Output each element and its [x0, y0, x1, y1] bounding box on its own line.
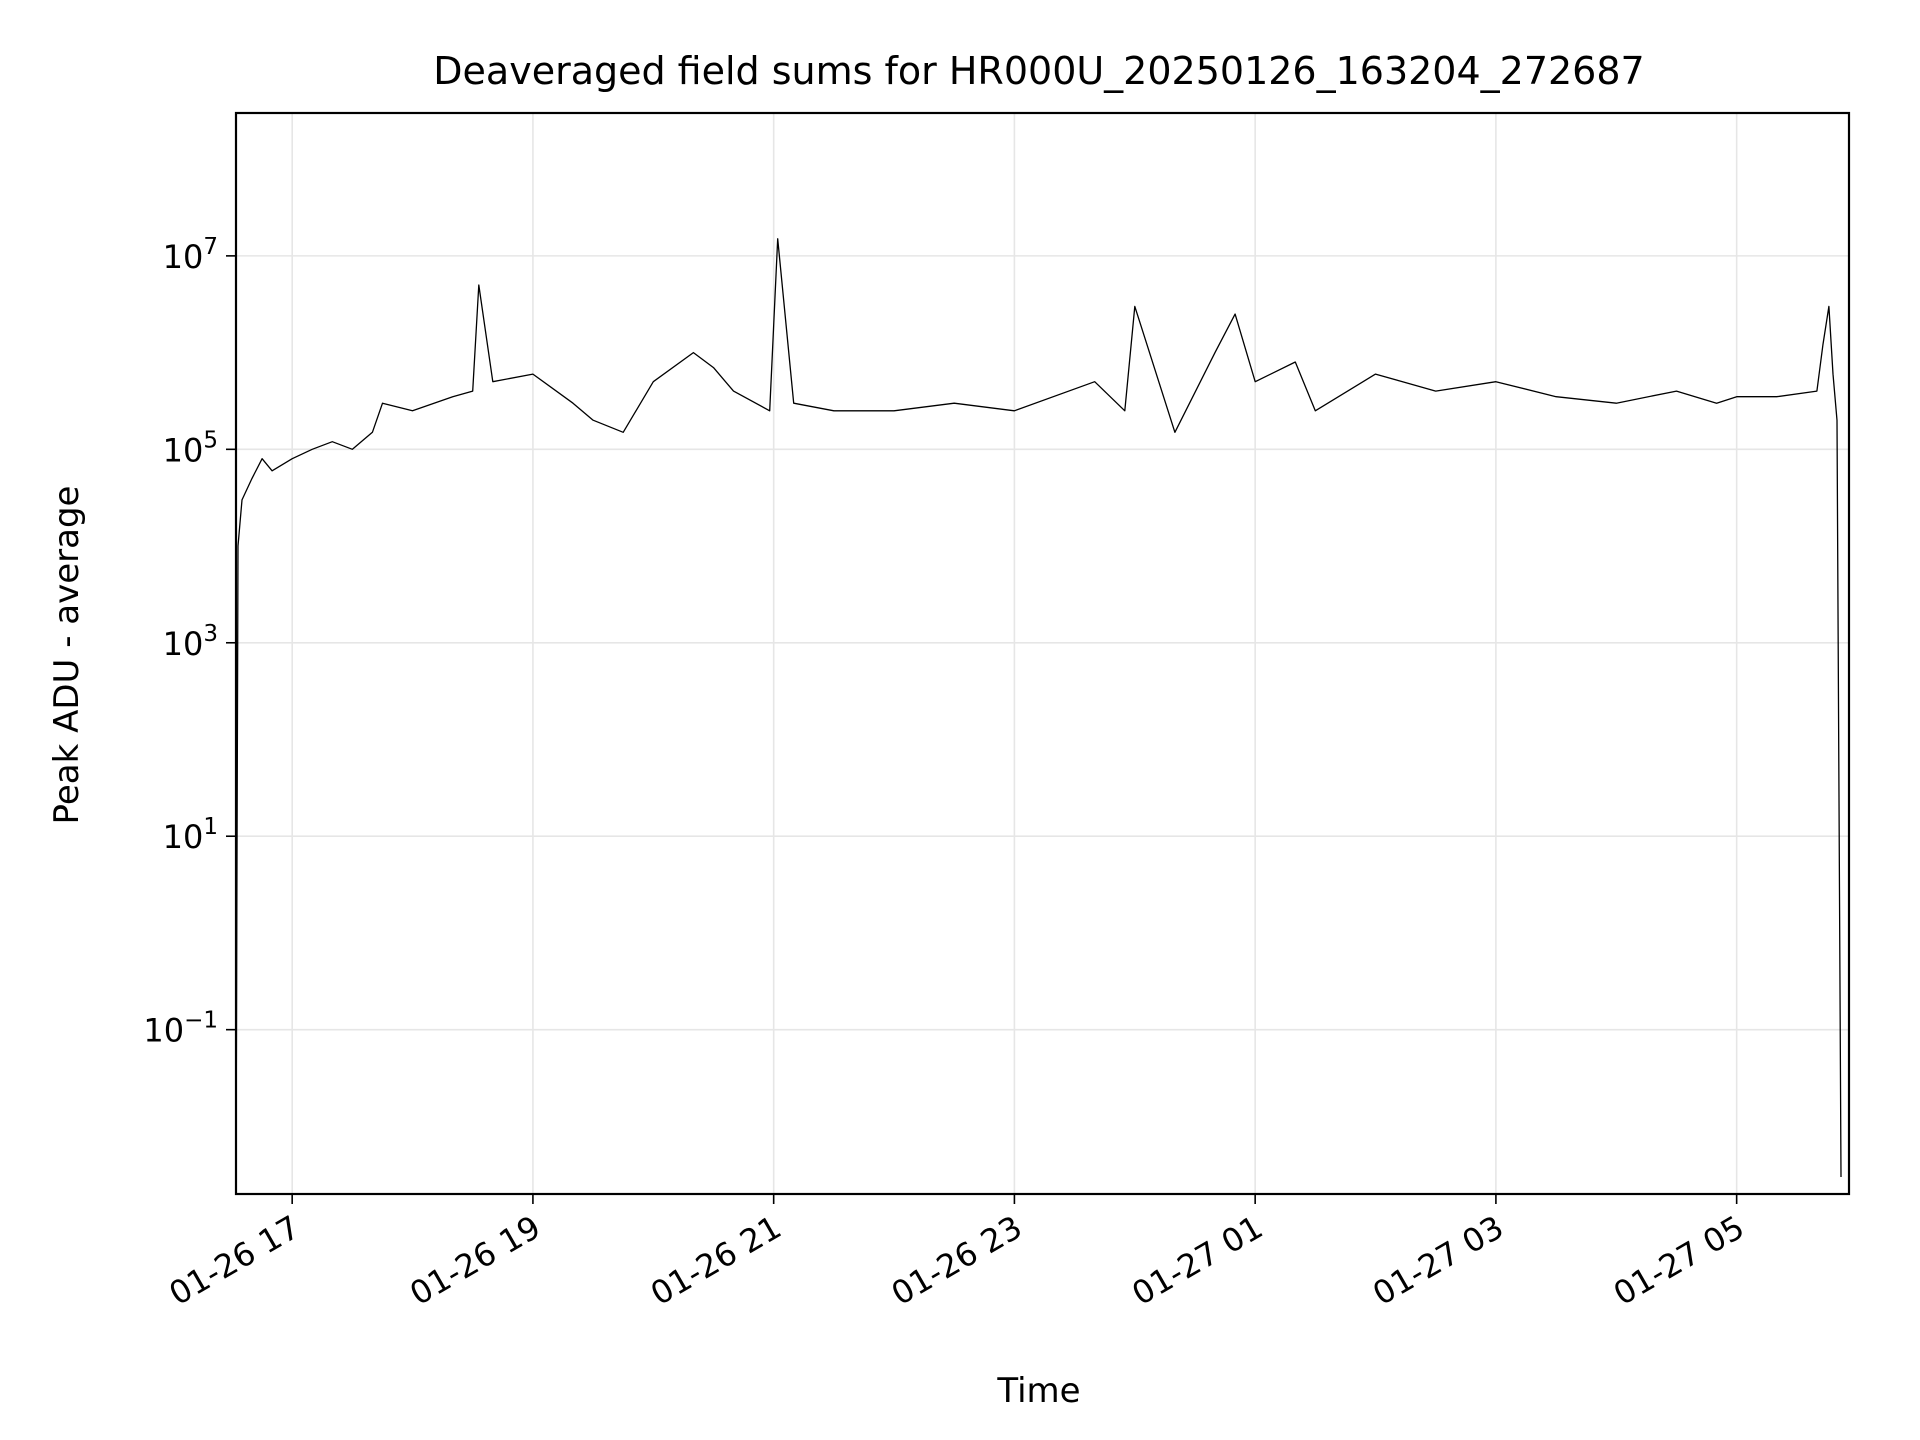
y-tick-label: 103 [163, 621, 218, 663]
chart-title: Deaveraged field sums for HR000U_2025012… [433, 49, 1644, 93]
y-tick-label: 107 [163, 234, 218, 276]
y-axis: 10−1 101 103 105 107 [143, 234, 236, 1050]
plot-frame [234, 111, 1851, 1196]
series-line [235, 238, 1842, 1178]
y-tick-label: 105 [163, 427, 218, 469]
y-tick-label: 10−1 [143, 1008, 218, 1050]
y-tick-label: 101 [163, 814, 218, 856]
y-axis-label: Peak ADU - average [47, 486, 87, 825]
x-axis-label: Time [996, 1371, 1080, 1411]
grid [236, 113, 1849, 1194]
